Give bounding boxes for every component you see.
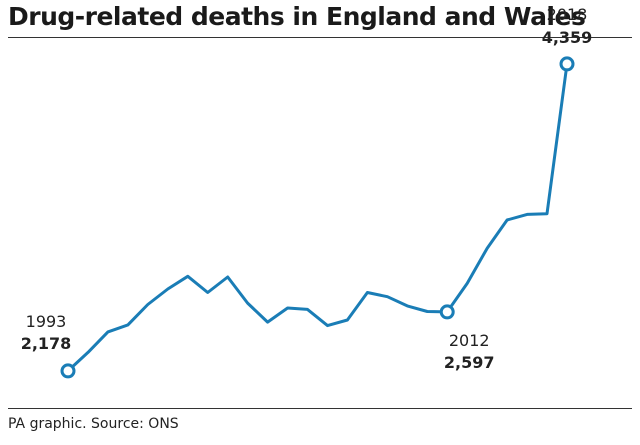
series-line	[66, 62, 569, 373]
footer-divider	[8, 408, 632, 409]
highlight-marker-2012	[439, 304, 455, 320]
highlight-marker-2018	[559, 56, 575, 72]
highlight-marker-1993	[60, 363, 76, 379]
line-chart: 1993 2,178 2012 2,597 2018 4,359	[21, 5, 593, 379]
source-note: PA graphic. Source: ONS	[8, 416, 179, 432]
annotation-year-1993: 1993	[26, 312, 67, 331]
annotation-value-1993: 2,178	[21, 334, 72, 353]
annotation-year-2018: 2018	[547, 5, 588, 24]
annotation-value-2012: 2,597	[444, 353, 495, 372]
markers-layer	[60, 56, 575, 379]
annotation-value-2018: 4,359	[542, 28, 593, 47]
chart-title: Drug-related deaths in England and Wales	[8, 2, 586, 31]
labels-layer: 1993 2,178 2012 2,597 2018 4,359	[21, 5, 593, 372]
title-divider	[8, 37, 632, 38]
annotation-year-2012: 2012	[449, 331, 490, 350]
